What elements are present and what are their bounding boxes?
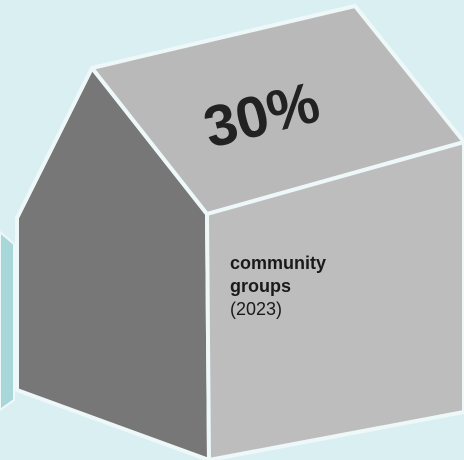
caption-year: (2023): [230, 299, 283, 319]
caption-line-1: community: [230, 253, 327, 273]
house-front-wall: [205, 140, 464, 460]
caption: community groups (2023): [230, 252, 430, 321]
caption-line-2: groups: [230, 276, 291, 296]
neighbor-house: [0, 230, 15, 412]
house-roof: [90, 4, 464, 216]
